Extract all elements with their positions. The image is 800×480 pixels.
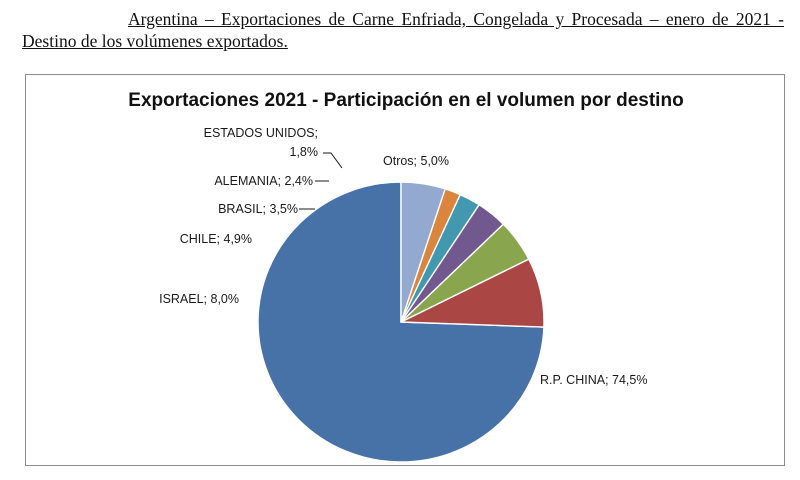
pie-chart-svg: Exportaciones 2021 - Participación en el… [128, 90, 684, 463]
slice-label-estados-unidos-line-1: ESTADOS UNIDOS; [204, 126, 318, 140]
slice-label-israel: ISRAEL; 8,0% [159, 292, 239, 306]
slice-label-alemania: ALEMANIA; 2,4% [214, 174, 313, 188]
chart-title: Exportaciones 2021 - Participación en el… [128, 90, 683, 111]
pie-slice-otros [400, 181, 446, 323]
slice-labels: R.P. CHINA; 74,5% ISRAEL; 8,0% CHILE; 4,9%… [159, 126, 647, 387]
slice-label-chile: CHILE; 4,9% [180, 232, 252, 246]
leader-lines [299, 152, 343, 210]
leader-line-estados-unidos [323, 152, 343, 169]
slice-label-r-p-china: R.P. CHINA; 74,5% [540, 373, 647, 387]
slice-label-estados-unidos-line-2: 1,8% [290, 145, 319, 159]
document-heading: Argentina – Exportaciones de Carne Enfri… [22, 8, 784, 52]
heading-text: Argentina – Exportaciones de Carne Enfri… [22, 9, 784, 51]
slice-label-otros: Otros; 5,0% [383, 154, 449, 168]
pie-slices [257, 181, 545, 463]
slice-label-brasil: BRASIL; 3,5% [218, 202, 298, 216]
pie-chart: Exportaciones 2021 - Participación en el… [25, 74, 785, 466]
